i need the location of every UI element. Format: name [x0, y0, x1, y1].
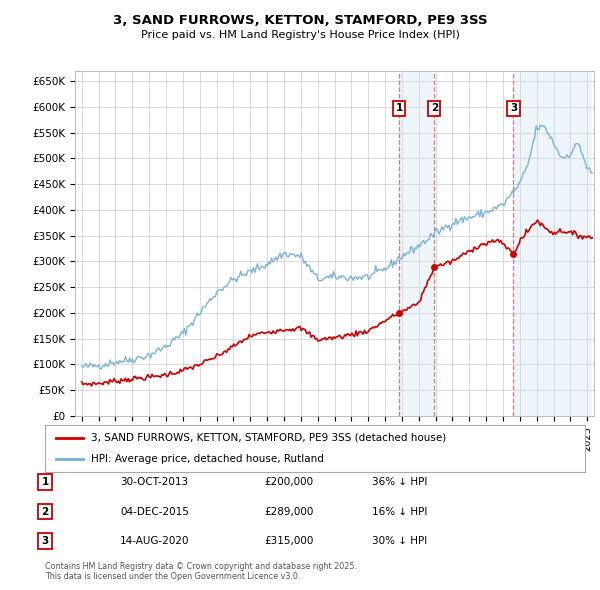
- Text: 16% ↓ HPI: 16% ↓ HPI: [372, 507, 427, 516]
- Text: Price paid vs. HM Land Registry's House Price Index (HPI): Price paid vs. HM Land Registry's House …: [140, 30, 460, 40]
- Text: 3: 3: [510, 103, 517, 113]
- Text: 3: 3: [41, 536, 49, 546]
- Text: £315,000: £315,000: [264, 536, 313, 546]
- Text: 1: 1: [395, 103, 403, 113]
- Text: 3, SAND FURROWS, KETTON, STAMFORD, PE9 3SS: 3, SAND FURROWS, KETTON, STAMFORD, PE9 3…: [113, 14, 487, 27]
- Text: 1: 1: [41, 477, 49, 487]
- Text: Contains HM Land Registry data © Crown copyright and database right 2025.
This d: Contains HM Land Registry data © Crown c…: [45, 562, 357, 581]
- Text: 14-AUG-2020: 14-AUG-2020: [120, 536, 190, 546]
- Text: £289,000: £289,000: [264, 507, 313, 516]
- Text: HPI: Average price, detached house, Rutland: HPI: Average price, detached house, Rutl…: [91, 454, 324, 464]
- Text: 3, SAND FURROWS, KETTON, STAMFORD, PE9 3SS (detached house): 3, SAND FURROWS, KETTON, STAMFORD, PE9 3…: [91, 432, 446, 442]
- Bar: [514, 71, 592, 416]
- Text: 30% ↓ HPI: 30% ↓ HPI: [372, 536, 427, 546]
- Text: 2: 2: [41, 507, 49, 516]
- Text: 36% ↓ HPI: 36% ↓ HPI: [372, 477, 427, 487]
- Text: 04-DEC-2015: 04-DEC-2015: [120, 507, 189, 516]
- Text: 2: 2: [431, 103, 438, 113]
- Text: £200,000: £200,000: [264, 477, 313, 487]
- Bar: [399, 71, 434, 416]
- Text: 30-OCT-2013: 30-OCT-2013: [120, 477, 188, 487]
